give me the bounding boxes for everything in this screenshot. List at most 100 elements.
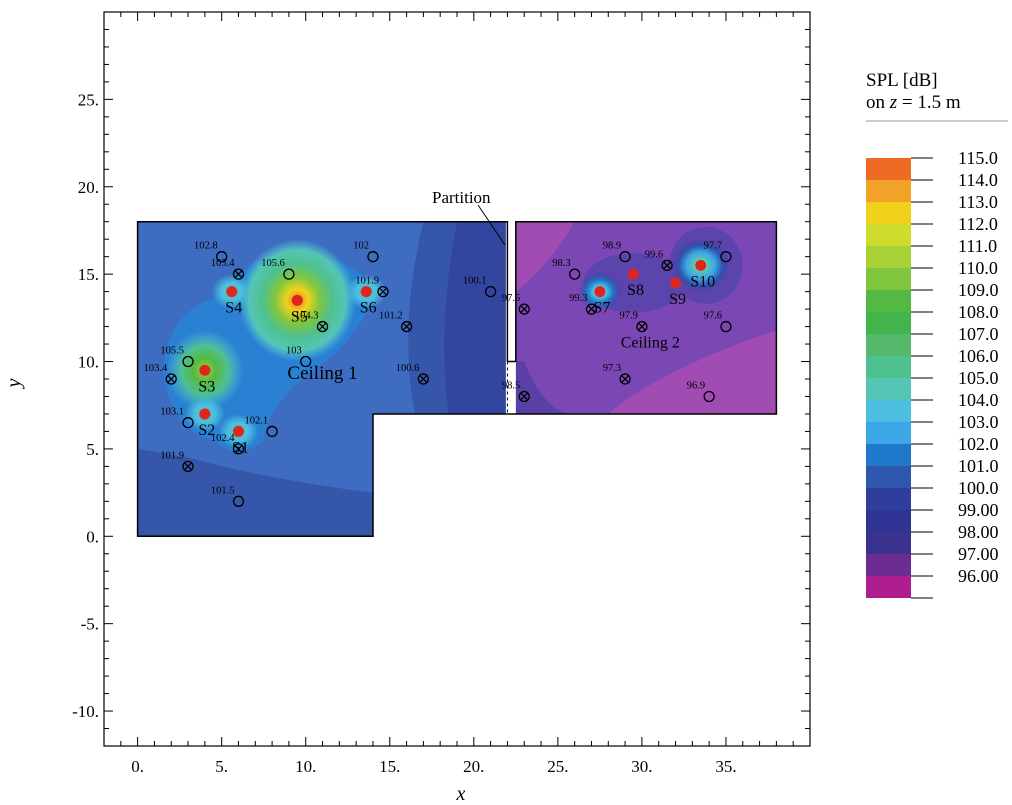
legend-swatch (866, 576, 911, 598)
partition-annotation: Partition (432, 188, 506, 246)
receiver-value-label: 97.6 (704, 311, 722, 322)
spl-legend: SPL [dB] on z = 1.5 m 115.0114.0113.0112… (866, 70, 1008, 599)
y-tick-label: 0. (86, 527, 99, 546)
y-tick-label: -10. (72, 702, 99, 721)
room-label: Ceiling 2 (621, 335, 680, 352)
legend-level-label: 103.0 (958, 412, 999, 432)
legend-level-label: 114.0 (958, 170, 998, 190)
receiver-value-label: 102.8 (194, 241, 218, 252)
receiver-value-label: 99.6 (645, 249, 663, 260)
room-labels: Ceiling 1 Ceiling 2 (287, 335, 679, 384)
receiver-value-label: 103.4 (211, 258, 235, 269)
receiver-cross (663, 261, 672, 270)
receiver-cross (167, 375, 176, 383)
legend-level-label: 111.0 (958, 236, 997, 256)
y-tick-label: 10. (78, 353, 99, 372)
legend-level-label: 112.0 (958, 214, 998, 234)
receiver-value-label: 101.9 (160, 450, 184, 461)
receiver-value-label: 105.5 (160, 346, 184, 357)
receiver-value-label: 98.9 (603, 241, 621, 252)
y-tick-labels: -10. -5. 0. 5. 10. 15. 20. 25. (72, 90, 99, 721)
x-tick-label: 10. (295, 757, 316, 776)
source-marker (291, 294, 303, 306)
receiver-value-label: 104.3 (295, 311, 319, 322)
legend-swatch (866, 532, 911, 554)
legend-swatch (866, 488, 911, 510)
receiver-marker (316, 320, 329, 333)
legend-swatch (866, 158, 911, 180)
receiver-value-label: 97.3 (603, 363, 621, 374)
legend-swatch (866, 356, 911, 378)
receiver-marker (585, 303, 598, 315)
ceiling-1-low-zone (137, 448, 373, 537)
receiver-points: 102.8 103.4 105.6 102 101.9 104.3 101.2 100.1 10… (144, 241, 732, 507)
legend-level-label: 109.0 (958, 280, 999, 300)
legend-level-label: 101.0 (958, 456, 999, 476)
source-label: S8 (627, 282, 644, 299)
receiver-marker (367, 251, 379, 263)
y-tick-label: 5. (86, 440, 99, 459)
receiver-value-label: 101.2 (379, 311, 403, 322)
legend-level-label: 115.0 (958, 148, 998, 168)
receiver-value-label: 101.5 (211, 485, 235, 496)
receiver-cross (520, 392, 529, 401)
receiver-cross (637, 322, 646, 331)
partition-leader-line (477, 204, 506, 246)
source-label: S4 (225, 300, 242, 317)
legend-title-line1: SPL [dB] (866, 70, 938, 91)
source-marker (670, 277, 682, 289)
receiver-marker (720, 251, 732, 263)
receiver-value-label: 100.1 (463, 276, 487, 287)
room-label: Ceiling 1 (287, 363, 357, 384)
receiver-value-label: 102.4 (211, 433, 235, 444)
receiver-marker (182, 460, 194, 473)
receiver-marker (400, 320, 413, 333)
receiver-cross (520, 305, 529, 314)
receiver-marker (232, 443, 245, 455)
legend-swatch (866, 466, 911, 488)
legend-title-prefix: on (866, 92, 890, 113)
legend-level-label: 106.0 (958, 346, 999, 366)
receiver-value-label: 96.9 (687, 380, 705, 391)
receiver-cross (234, 444, 243, 453)
legend-swatch (866, 246, 911, 268)
source-marker (594, 286, 606, 298)
receiver-marker (703, 390, 715, 403)
source-marker (199, 408, 211, 420)
receiver-value-label: 99.3 (569, 293, 587, 304)
receiver-cross (621, 375, 630, 383)
x-tick-label: 25. (547, 757, 568, 776)
receiver-marker (636, 320, 648, 333)
x-axis-label: x (456, 783, 466, 805)
receiver-value-label: 97.9 (620, 311, 638, 322)
receiver-cross (379, 287, 387, 296)
x-tick-label: 30. (631, 757, 652, 776)
legend-swatch (866, 224, 911, 246)
y-tick-label: 20. (78, 178, 99, 197)
source-label: S6 (360, 300, 377, 317)
ceiling-2-partition-zone (515, 361, 567, 414)
receiver-value-label: 103.1 (160, 407, 184, 418)
receiver-value-label: 97.5 (502, 293, 520, 304)
receiver-marker (518, 390, 530, 403)
legend-level-label: 107.0 (958, 324, 999, 344)
legend-title-line2: on z = 1.5 m (866, 92, 961, 113)
y-tick-label: -5. (81, 615, 99, 634)
legend-level-label: 104.0 (958, 390, 999, 410)
ceiling-1-outline (136, 220, 509, 538)
x-tick-label: 0. (131, 757, 144, 776)
receiver-value-label: 98.5 (502, 380, 520, 391)
x-tick-label: 20. (463, 757, 484, 776)
legend-level-label: 105.0 (958, 368, 999, 388)
receiver-value-label: 97.7 (704, 241, 722, 252)
x-tick-label: 15. (379, 757, 400, 776)
ceiling-2-low-zone (608, 330, 777, 414)
legend-swatch (866, 334, 911, 356)
ceiling-1-far-zone (444, 221, 506, 414)
source-marker (360, 286, 372, 298)
legend-level-label: 98.00 (958, 522, 999, 542)
source-label: S2 (198, 422, 215, 439)
legend-level-label: 102.0 (958, 434, 999, 454)
